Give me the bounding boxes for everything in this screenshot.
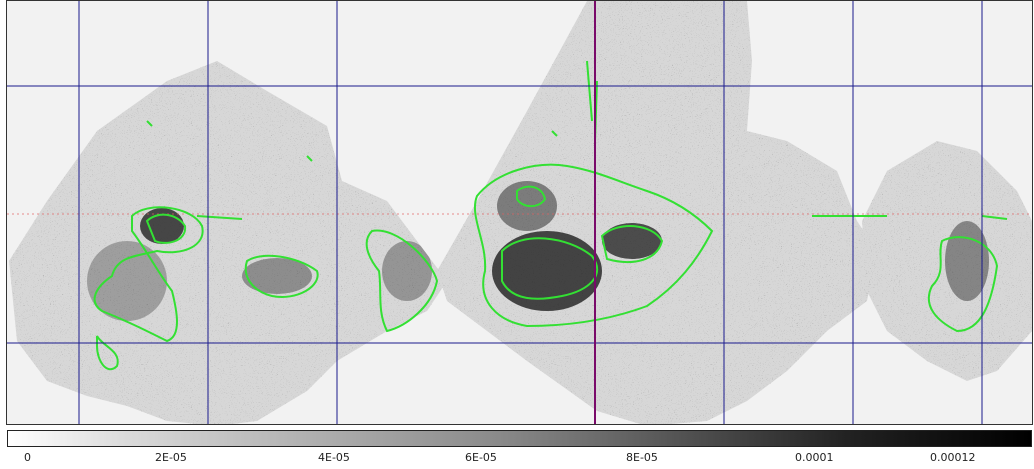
- colorbar-tick-label: 0.0001: [795, 451, 834, 464]
- sky-image-panel[interactable]: [6, 0, 1033, 425]
- colorbar-tick-label: 4E-05: [318, 451, 350, 464]
- colorbar-tick-label: 0: [24, 451, 31, 464]
- colorbar-tick-label: 8E-05: [626, 451, 658, 464]
- colorbar-tick-label: 0.00012: [930, 451, 976, 464]
- coordinate-grid: [7, 1, 1032, 424]
- sky-image: [7, 1, 1032, 424]
- colorbar: [7, 430, 1032, 447]
- contour-overlay: [93, 60, 1008, 371]
- colorbar-tick-label: 2E-05: [155, 451, 187, 464]
- colorbar-tick-label: 6E-05: [465, 451, 497, 464]
